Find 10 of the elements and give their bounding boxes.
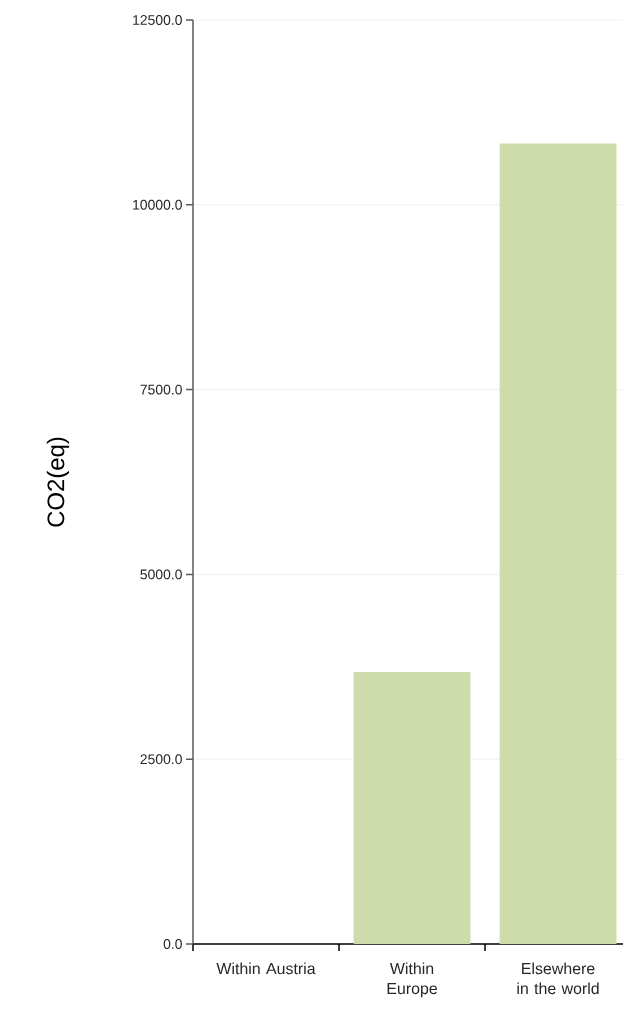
y-tick-label: 2500.0 <box>140 754 182 765</box>
x-tick-label: Within Europe <box>387 962 437 998</box>
y-tick-label: 0.0 <box>163 939 182 949</box>
y-tick-label: 7500.0 <box>140 384 182 395</box>
y-tick-label: 12500.0 <box>133 15 182 25</box>
x-tick-label: Elsewhere in the world <box>517 962 599 995</box>
y-tick-label: 10000.0 <box>133 199 182 210</box>
y-tick-label: 5000.0 <box>140 569 182 580</box>
x-tick-label: Within Austria <box>216 962 316 975</box>
y-axis-title: CO2(eq) <box>46 437 70 527</box>
